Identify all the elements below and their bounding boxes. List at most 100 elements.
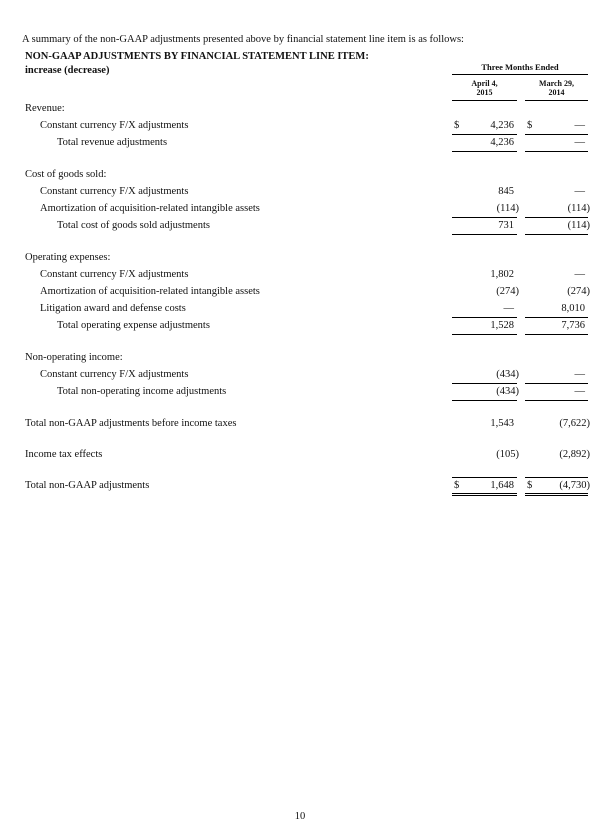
- row-label: Cost of goods sold:: [25, 169, 107, 180]
- money-cell: (434): [452, 366, 519, 384]
- table-row: Non-operating income:: [25, 349, 588, 366]
- row-label: Constant currency F/X adjustments: [40, 120, 189, 131]
- row-label: Total operating expense adjustments: [57, 320, 210, 331]
- row-label: Litigation award and defense costs: [40, 303, 186, 314]
- row-label: Total non-operating income adjustments: [57, 386, 227, 397]
- cell-value: —: [503, 302, 515, 314]
- row-label: Total non-GAAP adjustments: [25, 480, 150, 491]
- table-subtitle: increase (decrease): [25, 65, 110, 76]
- empty-cell: [452, 349, 588, 366]
- row-label: Operating expenses:: [25, 252, 111, 263]
- money-cell: 7,736: [525, 317, 589, 335]
- cell-value: 7,736: [561, 320, 586, 331]
- money-cell: $4,236: [452, 117, 517, 135]
- table-row: Constant currency F/X adjustments $4,236 $…: [25, 117, 589, 135]
- column-gap: [517, 415, 525, 432]
- table-row: Total non-GAAP adjustments before income…: [25, 415, 590, 432]
- spacer-row: [25, 432, 588, 446]
- column-gap: [517, 300, 525, 317]
- column-gap: [517, 183, 525, 200]
- money-cell: (274): [452, 283, 519, 300]
- table-title: NON-GAAP ADJUSTMENTS BY FINANCIAL STATEM…: [25, 51, 369, 62]
- table-row: Total revenue adjustments 4,236 —: [25, 134, 589, 152]
- column-header-2014: March 29, 2014: [525, 74, 589, 101]
- column-header-line: 2014: [548, 88, 565, 97]
- row-label: Non-operating income:: [25, 352, 123, 363]
- table-header-row-dates: April 4, 2015 March 29, 2014: [25, 74, 589, 101]
- table-row: Constant currency F/X adjustments 845 —: [25, 183, 588, 200]
- cell-value: —: [574, 137, 586, 148]
- row-label: Amortization of acquisition-related inta…: [40, 286, 260, 297]
- money-cell: 1,543: [452, 415, 517, 432]
- dollar-sign: $: [454, 119, 460, 131]
- empty-cell: [452, 249, 588, 266]
- dollar-sign: $: [527, 119, 533, 131]
- column-gap: [517, 74, 525, 100]
- page-number: 10: [294, 811, 306, 822]
- table-row: Total operating expense adjustments 1,528…: [25, 317, 589, 335]
- cell-value: (4,730): [559, 479, 591, 491]
- table-row: Revenue:: [25, 100, 588, 117]
- money-cell: (114): [525, 217, 591, 235]
- table-row: Constant currency F/X adjustments (434) —: [25, 366, 589, 384]
- money-cell: 731: [452, 217, 517, 235]
- table-row: Total non-operating income adjustments (4…: [25, 383, 589, 401]
- money-cell: $1,648: [452, 476, 517, 496]
- money-cell: (114): [525, 200, 591, 218]
- money-cell: 4,236: [452, 134, 517, 152]
- nongaap-adjustments-table: NON-GAAP ADJUSTMENTS BY FINANCIAL STATEM…: [25, 50, 591, 496]
- row-label: Constant currency F/X adjustments: [40, 369, 189, 380]
- row-label: Amortization of acquisition-related inta…: [40, 203, 260, 214]
- table-row: Cost of goods sold:: [25, 166, 588, 183]
- empty-cell: [452, 166, 588, 183]
- cell-value: 1,802: [490, 269, 514, 280]
- cell-value: 4,236: [490, 137, 514, 148]
- column-header-2015: April 4, 2015: [452, 74, 517, 101]
- money-cell: (105): [452, 446, 519, 463]
- cell-value: 4,236: [490, 119, 514, 131]
- row-label: Total revenue adjustments: [57, 137, 168, 148]
- row-label: Total cost of goods sold adjustments: [57, 220, 210, 231]
- cell-value: (114): [567, 220, 591, 231]
- spacer-row: [25, 234, 588, 249]
- spacer-row: [25, 463, 588, 477]
- cell-value: (434): [496, 368, 519, 380]
- money-cell: —: [452, 300, 517, 318]
- table-row: Income tax effects (105) (2,892): [25, 446, 590, 463]
- cell-value: 845: [498, 186, 514, 197]
- cell-value: —: [574, 269, 586, 280]
- table-row: Litigation award and defense costs — 8,010: [25, 300, 589, 318]
- money-cell: $ —: [525, 117, 589, 135]
- table-row: Amortization of acquisition-related inta…: [25, 200, 591, 218]
- money-cell: (2,892): [525, 446, 590, 463]
- cell-value: 8,010: [561, 302, 586, 314]
- cell-value: 731: [498, 220, 514, 231]
- money-cell: —: [525, 366, 589, 384]
- cell-value: 1,543: [490, 418, 514, 429]
- money-cell: 1,528: [452, 317, 517, 335]
- dollar-sign: $: [527, 479, 533, 491]
- column-gap: [517, 317, 525, 334]
- dollar-sign: $: [454, 479, 460, 491]
- table-row: Total cost of goods sold adjustments 731 (…: [25, 217, 591, 235]
- cell-value: —: [574, 119, 586, 131]
- column-gap: [517, 266, 525, 283]
- cell-value: 1,648: [490, 479, 514, 491]
- table-title-cell: NON-GAAP ADJUSTMENTS BY FINANCIAL STATEM…: [25, 50, 452, 100]
- row-label: Income tax effects: [25, 449, 103, 460]
- cell-value: —: [574, 186, 586, 197]
- cell-value: —: [574, 368, 586, 380]
- table-row: Operating expenses:: [25, 249, 588, 266]
- cell-value: (274): [567, 286, 591, 297]
- column-gap: [517, 117, 525, 134]
- table-header-row-period: NON-GAAP ADJUSTMENTS BY FINANCIAL STATEM…: [25, 50, 589, 76]
- table-row: Amortization of acquisition-related inta…: [25, 283, 591, 300]
- empty-cell: [452, 100, 588, 117]
- money-cell: —: [525, 183, 588, 200]
- money-cell: $ (4,730): [525, 476, 591, 496]
- period-header: Three Months Ended: [452, 50, 589, 75]
- cell-value: (114): [567, 202, 591, 214]
- column-gap: [517, 217, 525, 234]
- cell-value: (434): [496, 386, 519, 397]
- intro-paragraph: A summary of the non-GAAP adjustments pr…: [22, 33, 464, 45]
